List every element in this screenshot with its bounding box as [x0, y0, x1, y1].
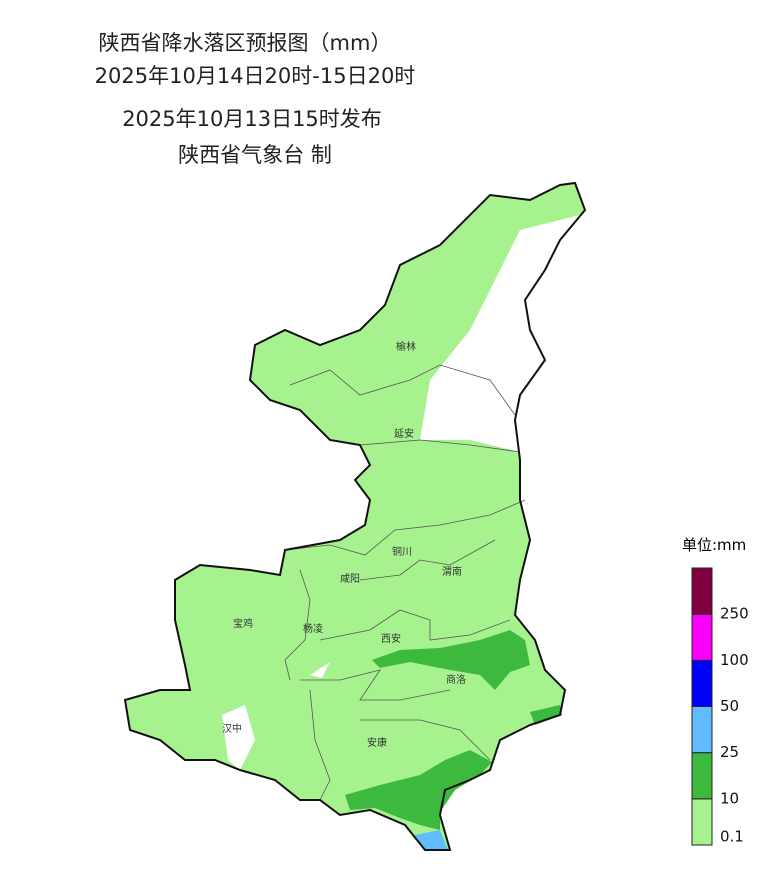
legend-swatch [691, 613, 713, 661]
no-rain-area [420, 215, 580, 452]
rain-10-area [372, 630, 530, 690]
legend-label: 10 [720, 789, 739, 807]
city-label: 杨凌 [303, 622, 323, 635]
legend-swatch [691, 567, 713, 615]
city-label: 咸阳 [340, 573, 360, 585]
province [123, 181, 587, 851]
map-title: 陕西省降水落区预报图（mm） [99, 31, 392, 55]
legend-unit: 单位:mm [682, 536, 746, 554]
city-label: 汉中 [222, 722, 242, 735]
legend-swatch [691, 798, 713, 846]
no-rain-area [310, 662, 330, 678]
rain-10-area [345, 750, 492, 830]
city-label: 榆林 [396, 340, 416, 353]
city-label: 渭南 [442, 565, 462, 578]
city-label: 延安 [394, 427, 414, 440]
city-label: 商洛 [446, 673, 466, 686]
rain-25-area [415, 830, 448, 850]
legend-label: 25 [720, 743, 739, 761]
issuer: 陕西省气象台 制 [178, 143, 332, 167]
legend-label: 0.1 [720, 828, 744, 846]
issue-time: 2025年10月13日15时发布 [122, 107, 382, 131]
city-label: 铜川 [392, 546, 412, 558]
legend: 单位:mm 0.1 10 25 50 100 250 [682, 536, 749, 846]
city-label: 西安 [381, 632, 401, 645]
rain-10-area [530, 705, 562, 725]
province-border [123, 181, 587, 851]
no-rain-area [222, 705, 255, 770]
legend-swatch [691, 752, 713, 800]
city-label: 安康 [367, 736, 387, 749]
legend-swatch [691, 706, 713, 754]
map-period: 2025年10月14日20时-15日20时 [95, 64, 416, 88]
legend-swatch [691, 659, 713, 707]
city-label: 宝鸡 [233, 617, 253, 630]
legend-label: 250 [720, 605, 749, 623]
legend-label: 100 [720, 651, 749, 669]
legend-label: 50 [720, 697, 739, 715]
district-borders [284, 364, 526, 801]
